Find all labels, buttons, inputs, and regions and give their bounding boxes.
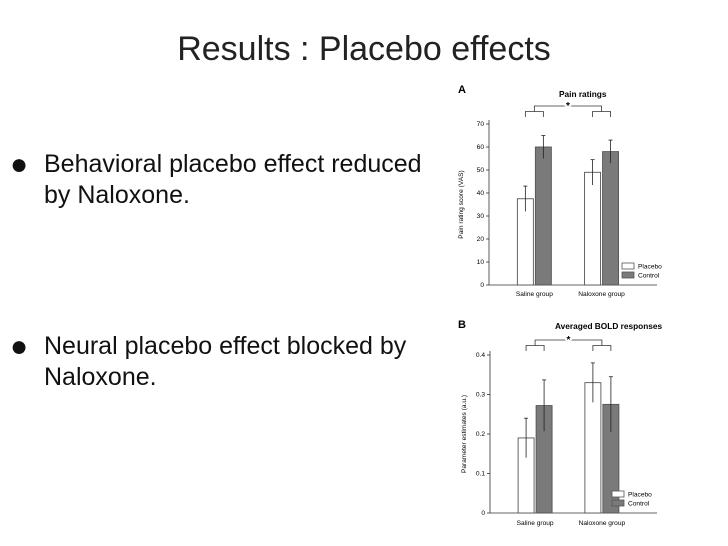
legend-label: Control xyxy=(638,273,660,280)
slide-title: Results : Placebo effects xyxy=(177,30,551,68)
panel-label: A xyxy=(458,84,466,96)
significance-marker: * xyxy=(566,101,570,112)
y-tick-label: 40 xyxy=(477,190,485,197)
y-tick-label: 0 xyxy=(480,282,484,289)
y-tick-label: 10 xyxy=(477,259,485,266)
y-axis-label: Parameter estimates (a.u.) xyxy=(461,395,468,473)
chart-pain-ratings: A Pain ratings 0 10 20 30 40 50 60 70 Pain rating … xyxy=(458,84,662,298)
panel-label: B xyxy=(458,319,466,331)
group-bracket xyxy=(524,111,544,117)
x-tick-label: Naloxone group xyxy=(579,520,626,527)
significance-marker: * xyxy=(567,335,571,346)
legend-swatch-placebo xyxy=(621,262,635,270)
legend-label: Control xyxy=(628,501,650,508)
bar-control-0 xyxy=(534,146,552,286)
y-tick-label: 0 xyxy=(481,510,485,517)
group-bracket xyxy=(592,345,612,351)
y-tick-label: 0.3 xyxy=(476,392,485,399)
bullet-behavioral: ● Behavioral placebo effect reduced by N… xyxy=(10,149,440,211)
legend-label: Placebo xyxy=(628,492,652,499)
y-tick-label: 20 xyxy=(477,236,485,243)
y-tick-label: 0.4 xyxy=(476,352,485,359)
bullet-text: Behavioral placebo effect reduced by Nal… xyxy=(44,150,422,209)
legend-swatch-control xyxy=(611,499,625,507)
y-tick-label: 60 xyxy=(477,144,485,151)
x-tick-label: Saline group xyxy=(516,291,553,298)
significance-bracket xyxy=(533,105,602,112)
group-bracket xyxy=(592,111,611,117)
y-tick-label: 0.1 xyxy=(476,471,485,478)
y-tick-label: 70 xyxy=(477,121,485,128)
legend-label: Placebo xyxy=(638,264,662,271)
bar-placebo-0 xyxy=(516,198,534,286)
y-tick-label: 30 xyxy=(477,213,485,220)
chart-title: Averaged BOLD responses xyxy=(555,321,663,331)
y-tick-label: 50 xyxy=(477,167,485,174)
chart-bold-responses: B Averaged BOLD responses 0 0.1 0.2 0.3 0.4 Par… xyxy=(458,319,663,527)
bar-control-1 xyxy=(602,151,620,286)
x-tick-label: Saline group xyxy=(517,520,554,527)
x-tick-label: Naloxone group xyxy=(578,291,625,298)
chart-title: Pain ratings xyxy=(559,89,607,99)
legend-swatch-control xyxy=(621,271,635,279)
bar-placebo-1 xyxy=(584,171,602,286)
bullet-dot: ● xyxy=(10,148,29,181)
significance-bracket xyxy=(534,339,603,346)
y-axis-label: Pain rating score (VAS) xyxy=(458,170,465,238)
bullet-text: Neural placebo effect blocked by Naloxon… xyxy=(44,332,407,391)
group-bracket xyxy=(525,345,545,351)
bullet-dot: ● xyxy=(10,330,29,363)
legend-swatch-placebo xyxy=(611,490,625,498)
bullet-neural: ● Neural placebo effect blocked by Nalox… xyxy=(10,331,440,393)
y-tick-label: 0.2 xyxy=(476,431,485,438)
